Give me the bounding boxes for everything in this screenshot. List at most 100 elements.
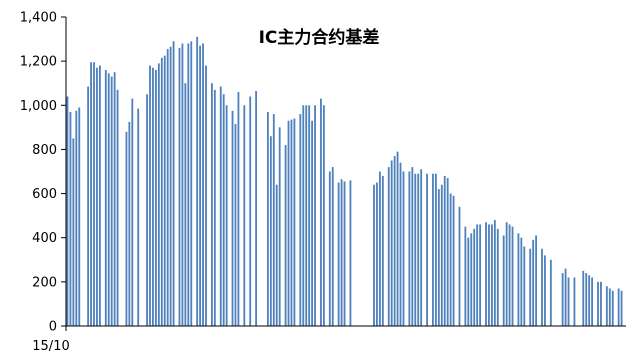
bar: [290, 119, 293, 326]
bar: [293, 118, 296, 326]
bar: [440, 184, 443, 326]
bar: [485, 222, 487, 326]
x-axis: 15/10: [32, 325, 626, 354]
bar: [75, 110, 78, 326]
bar: [585, 273, 588, 326]
x-tick-label: 15/10: [32, 339, 69, 354]
bar: [305, 105, 308, 326]
bar: [287, 120, 290, 327]
y-tick-label: 200: [32, 275, 57, 290]
bar: [381, 175, 384, 326]
bar: [414, 173, 417, 326]
bar: [160, 57, 163, 326]
bar: [502, 235, 505, 326]
bar: [166, 49, 169, 326]
bar: [266, 111, 269, 326]
bar: [420, 169, 423, 326]
bar: [255, 90, 258, 326]
bar: [561, 273, 564, 326]
bar: [617, 288, 620, 326]
bar: [137, 108, 140, 326]
bar: [190, 41, 193, 326]
bar: [588, 275, 591, 326]
bar: [149, 65, 151, 326]
bar: [608, 288, 611, 326]
bar: [508, 224, 511, 326]
bar: [402, 171, 405, 326]
bar: [349, 180, 352, 326]
bar: [488, 224, 490, 326]
bar: [532, 239, 535, 326]
bar: [98, 65, 101, 326]
bar: [237, 92, 240, 326]
bar: [476, 224, 479, 326]
bar: [393, 156, 396, 326]
bar: [320, 98, 322, 326]
bar: [178, 47, 181, 327]
bar: [523, 246, 526, 326]
bar: [597, 281, 599, 326]
bar: [373, 184, 375, 326]
bar: [243, 105, 246, 326]
bar: [104, 69, 107, 326]
bar: [567, 277, 570, 326]
bar: [432, 173, 434, 326]
bar: [107, 73, 110, 326]
bar: [284, 145, 287, 326]
y-tick-label: 1,400: [20, 11, 57, 26]
chart-title: IC主力合约基差: [259, 27, 380, 48]
bar: [396, 151, 399, 326]
bar: [314, 105, 316, 326]
bar: [458, 206, 461, 326]
bar: [172, 41, 175, 326]
bar: [331, 167, 334, 326]
bar: [582, 270, 585, 326]
y-tick-label: 800: [32, 143, 57, 158]
bar: [157, 63, 160, 326]
bar: [464, 226, 467, 326]
bar: [90, 62, 92, 326]
bar: [72, 138, 75, 326]
bar: [116, 89, 119, 326]
bar: [69, 111, 72, 326]
bar: [479, 224, 482, 326]
bar: [520, 237, 523, 326]
bar: [376, 182, 378, 326]
bar: [605, 286, 608, 326]
bar: [205, 65, 207, 326]
y-tick-label: 600: [32, 187, 57, 202]
y-axis: 0 200 400 600 800 1,000 1,200 1,400: [20, 11, 67, 335]
bar: [278, 127, 281, 326]
bar: [169, 46, 172, 327]
bar: [181, 43, 184, 327]
bar: [399, 162, 402, 326]
bar: [146, 94, 148, 326]
bar: [505, 222, 508, 326]
bar: [131, 98, 134, 326]
y-tick-label: 0: [49, 320, 57, 335]
bar: [437, 189, 440, 326]
bar: [222, 94, 225, 326]
bar: [202, 43, 204, 327]
bar: [96, 67, 98, 326]
y-tick-label: 400: [32, 231, 57, 246]
bar: [299, 114, 302, 326]
bar: [493, 220, 496, 326]
bar: [110, 76, 113, 326]
bar: [564, 268, 567, 326]
bar: [573, 277, 576, 326]
bar: [311, 120, 314, 327]
bar: [611, 290, 614, 326]
bar: [426, 173, 428, 326]
bar: [87, 86, 90, 326]
bar: [529, 248, 532, 326]
bar: [199, 45, 202, 326]
bar: [219, 86, 222, 326]
bar: [511, 226, 514, 326]
bar: [496, 228, 499, 326]
bar-series: [66, 36, 623, 327]
bar: [93, 62, 95, 326]
bar: [535, 235, 538, 326]
y-tick-label: 1,000: [20, 99, 57, 114]
